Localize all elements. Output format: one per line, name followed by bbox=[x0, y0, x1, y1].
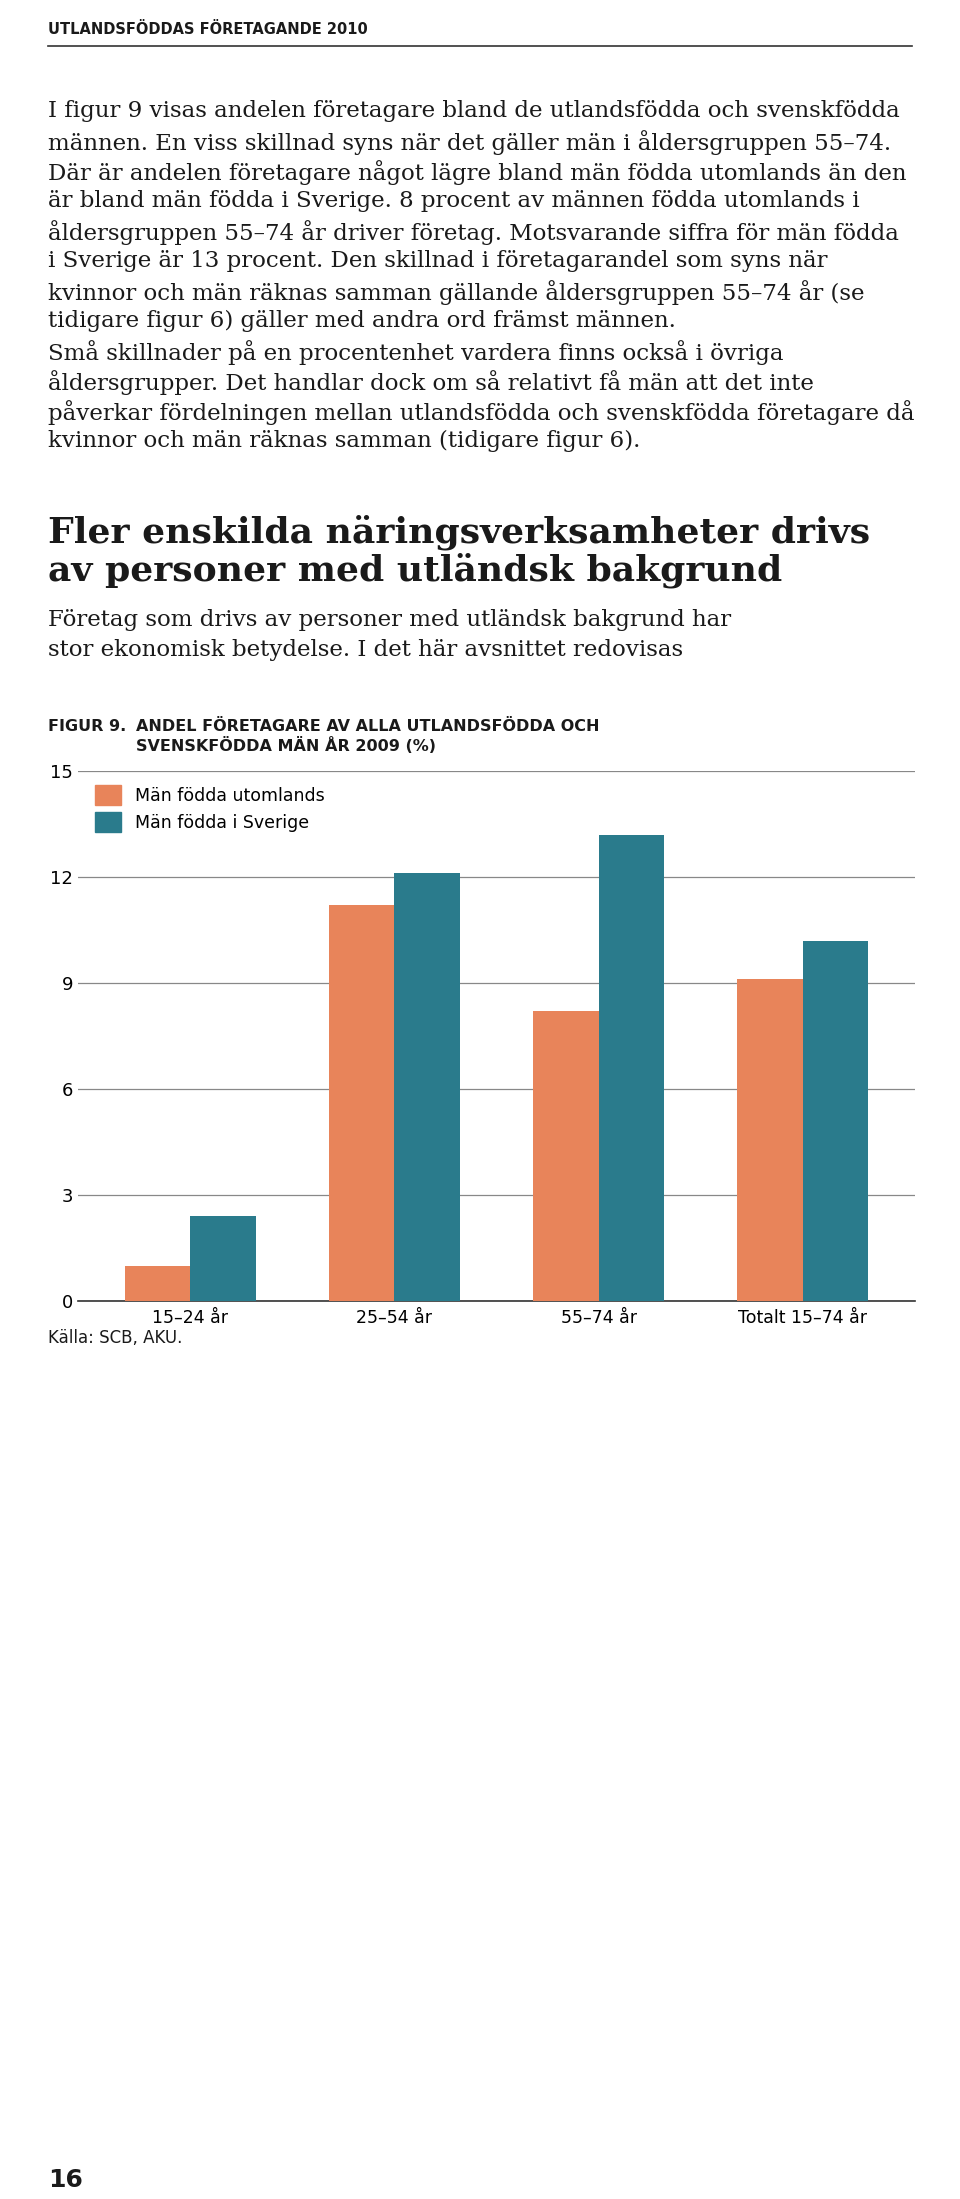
Text: I figur 9 visas andelen företagare bland de utlandsfödda och svenskfödda: I figur 9 visas andelen företagare bland… bbox=[48, 99, 900, 121]
Text: i Sverige är 13 procent. Den skillnad i företagarandel som syns när: i Sverige är 13 procent. Den skillnad i … bbox=[48, 251, 828, 273]
Text: SVENSKFÖDDA MÄN ÅR 2009 (%): SVENSKFÖDDA MÄN ÅR 2009 (%) bbox=[136, 737, 436, 754]
Legend: Män födda utomlands, Män födda i Sverige: Män födda utomlands, Män födda i Sverige bbox=[95, 785, 324, 831]
Text: kvinnor och män räknas samman gällande åldersgruppen 55–74 år (se: kvinnor och män räknas samman gällande å… bbox=[48, 279, 865, 306]
Bar bbox=[125, 1267, 190, 1302]
Text: åldersgrupper. Det handlar dock om så relativt få män att det inte: åldersgrupper. Det handlar dock om så re… bbox=[48, 369, 814, 396]
Text: Företag som drivs av personer med utländsk bakgrund har: Företag som drivs av personer med utländ… bbox=[48, 609, 732, 631]
Text: ANDEL FÖRETAGARE AV ALLA UTLANDSFÖDDA OCH: ANDEL FÖRETAGARE AV ALLA UTLANDSFÖDDA OC… bbox=[136, 719, 599, 734]
Text: är bland män födda i Sverige. 8 procent av männen födda utomlands i: är bland män födda i Sverige. 8 procent … bbox=[48, 189, 859, 211]
Bar bbox=[803, 941, 868, 1302]
Text: åldersgruppen 55–74 år driver företag. Motsvarande siffra för män födda: åldersgruppen 55–74 år driver företag. M… bbox=[48, 220, 899, 244]
Text: 16: 16 bbox=[48, 2168, 83, 2192]
Text: stor ekonomisk betydelse. I det här avsnittet redovisas: stor ekonomisk betydelse. I det här avsn… bbox=[48, 640, 684, 662]
Bar bbox=[533, 1012, 599, 1302]
Bar bbox=[599, 836, 664, 1302]
Bar bbox=[395, 873, 460, 1302]
Bar bbox=[190, 1216, 255, 1302]
Text: männen. En viss skillnad syns när det gäller män i åldersgruppen 55–74.: männen. En viss skillnad syns när det gä… bbox=[48, 130, 891, 154]
Text: Fler enskilda näringsverksamheter drivs: Fler enskilda näringsverksamheter drivs bbox=[48, 515, 870, 550]
Text: Där är andelen företagare något lägre bland män födda utomlands än den: Där är andelen företagare något lägre bl… bbox=[48, 161, 906, 185]
Bar bbox=[737, 979, 803, 1302]
Text: Små skillnader på en procentenhet vardera finns också i övriga: Små skillnader på en procentenhet varder… bbox=[48, 341, 783, 365]
Text: Källa: SCB, AKU.: Källa: SCB, AKU. bbox=[48, 1328, 182, 1348]
Text: UTLANDSFÖDDAS FÖRETAGANDE 2010: UTLANDSFÖDDAS FÖRETAGANDE 2010 bbox=[48, 22, 368, 37]
Text: FIGUR 9.: FIGUR 9. bbox=[48, 719, 127, 734]
Text: påverkar fördelningen mellan utlandsfödda och svenskfödda företagare då: påverkar fördelningen mellan utlandsfödd… bbox=[48, 400, 915, 424]
Bar bbox=[329, 906, 395, 1302]
Text: av personer med utländsk bakgrund: av personer med utländsk bakgrund bbox=[48, 552, 782, 589]
Text: kvinnor och män räknas samman (tidigare figur 6).: kvinnor och män räknas samman (tidigare … bbox=[48, 431, 640, 453]
Text: tidigare figur 6) gäller med andra ord främst männen.: tidigare figur 6) gäller med andra ord f… bbox=[48, 310, 676, 332]
